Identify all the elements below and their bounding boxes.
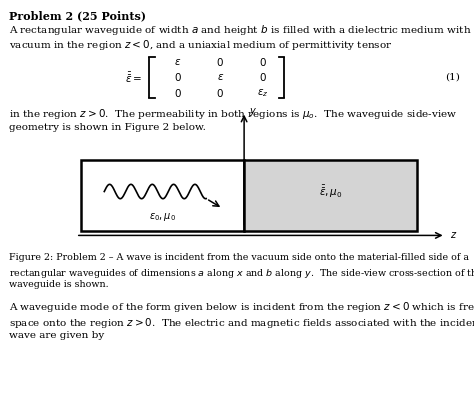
Text: $\bar{\bar{\varepsilon}},\mu_0$: $\bar{\bar{\varepsilon}},\mu_0$ (319, 184, 342, 200)
Bar (244, 160, 417, 231)
Text: $\varepsilon_z$: $\varepsilon_z$ (257, 87, 269, 99)
Text: $0$: $0$ (217, 87, 224, 99)
Text: A waveguide mode of the form given below is incident from the region $z < 0$ whi: A waveguide mode of the form given below… (9, 300, 474, 314)
Text: $\varepsilon_0,\mu_0$: $\varepsilon_0,\mu_0$ (149, 211, 176, 223)
Text: (1): (1) (445, 73, 460, 82)
Text: vacuum in the region $z < 0$, and a uniaxial medium of permittivity tensor: vacuum in the region $z < 0$, and a unia… (9, 38, 393, 52)
Text: $y$: $y$ (249, 106, 257, 118)
Text: geometry is shown in Figure 2 below.: geometry is shown in Figure 2 below. (9, 122, 206, 132)
Text: $0$: $0$ (174, 87, 182, 99)
Text: in the region $z > 0$.  The permeability in both regions is $\mu_o$.  The wavegu: in the region $z > 0$. The permeability … (9, 107, 458, 121)
Text: wave are given by: wave are given by (9, 331, 105, 340)
Text: $\bar{\bar{\varepsilon}}=$: $\bar{\bar{\varepsilon}}=$ (125, 70, 142, 85)
Text: rectangular waveguides of dimensions $a$ along $x$ and $b$ along $y$.  The side-: rectangular waveguides of dimensions $a$… (9, 267, 474, 280)
Text: $0$: $0$ (174, 71, 182, 83)
Text: $0$: $0$ (259, 56, 267, 68)
Text: space onto the region $z > 0$.  The electric and magnetic fields associated with: space onto the region $z > 0$. The elect… (9, 316, 474, 330)
Text: $\varepsilon$: $\varepsilon$ (174, 57, 182, 67)
Text: Problem 2 (25 Points): Problem 2 (25 Points) (9, 10, 146, 21)
Text: A rectangular waveguide of width $a$ and height $b$ is filled with a dielectric : A rectangular waveguide of width $a$ and… (9, 23, 472, 37)
Text: $0$: $0$ (217, 56, 224, 68)
Text: waveguide is shown.: waveguide is shown. (9, 280, 109, 290)
Text: Figure 2: Problem 2 – A wave is incident from the vacuum side onto the material-: Figure 2: Problem 2 – A wave is incident… (9, 253, 469, 263)
Text: $z$: $z$ (450, 230, 457, 241)
Bar (81, 160, 244, 231)
Text: $\varepsilon$: $\varepsilon$ (217, 73, 224, 83)
Text: $0$: $0$ (259, 71, 267, 83)
